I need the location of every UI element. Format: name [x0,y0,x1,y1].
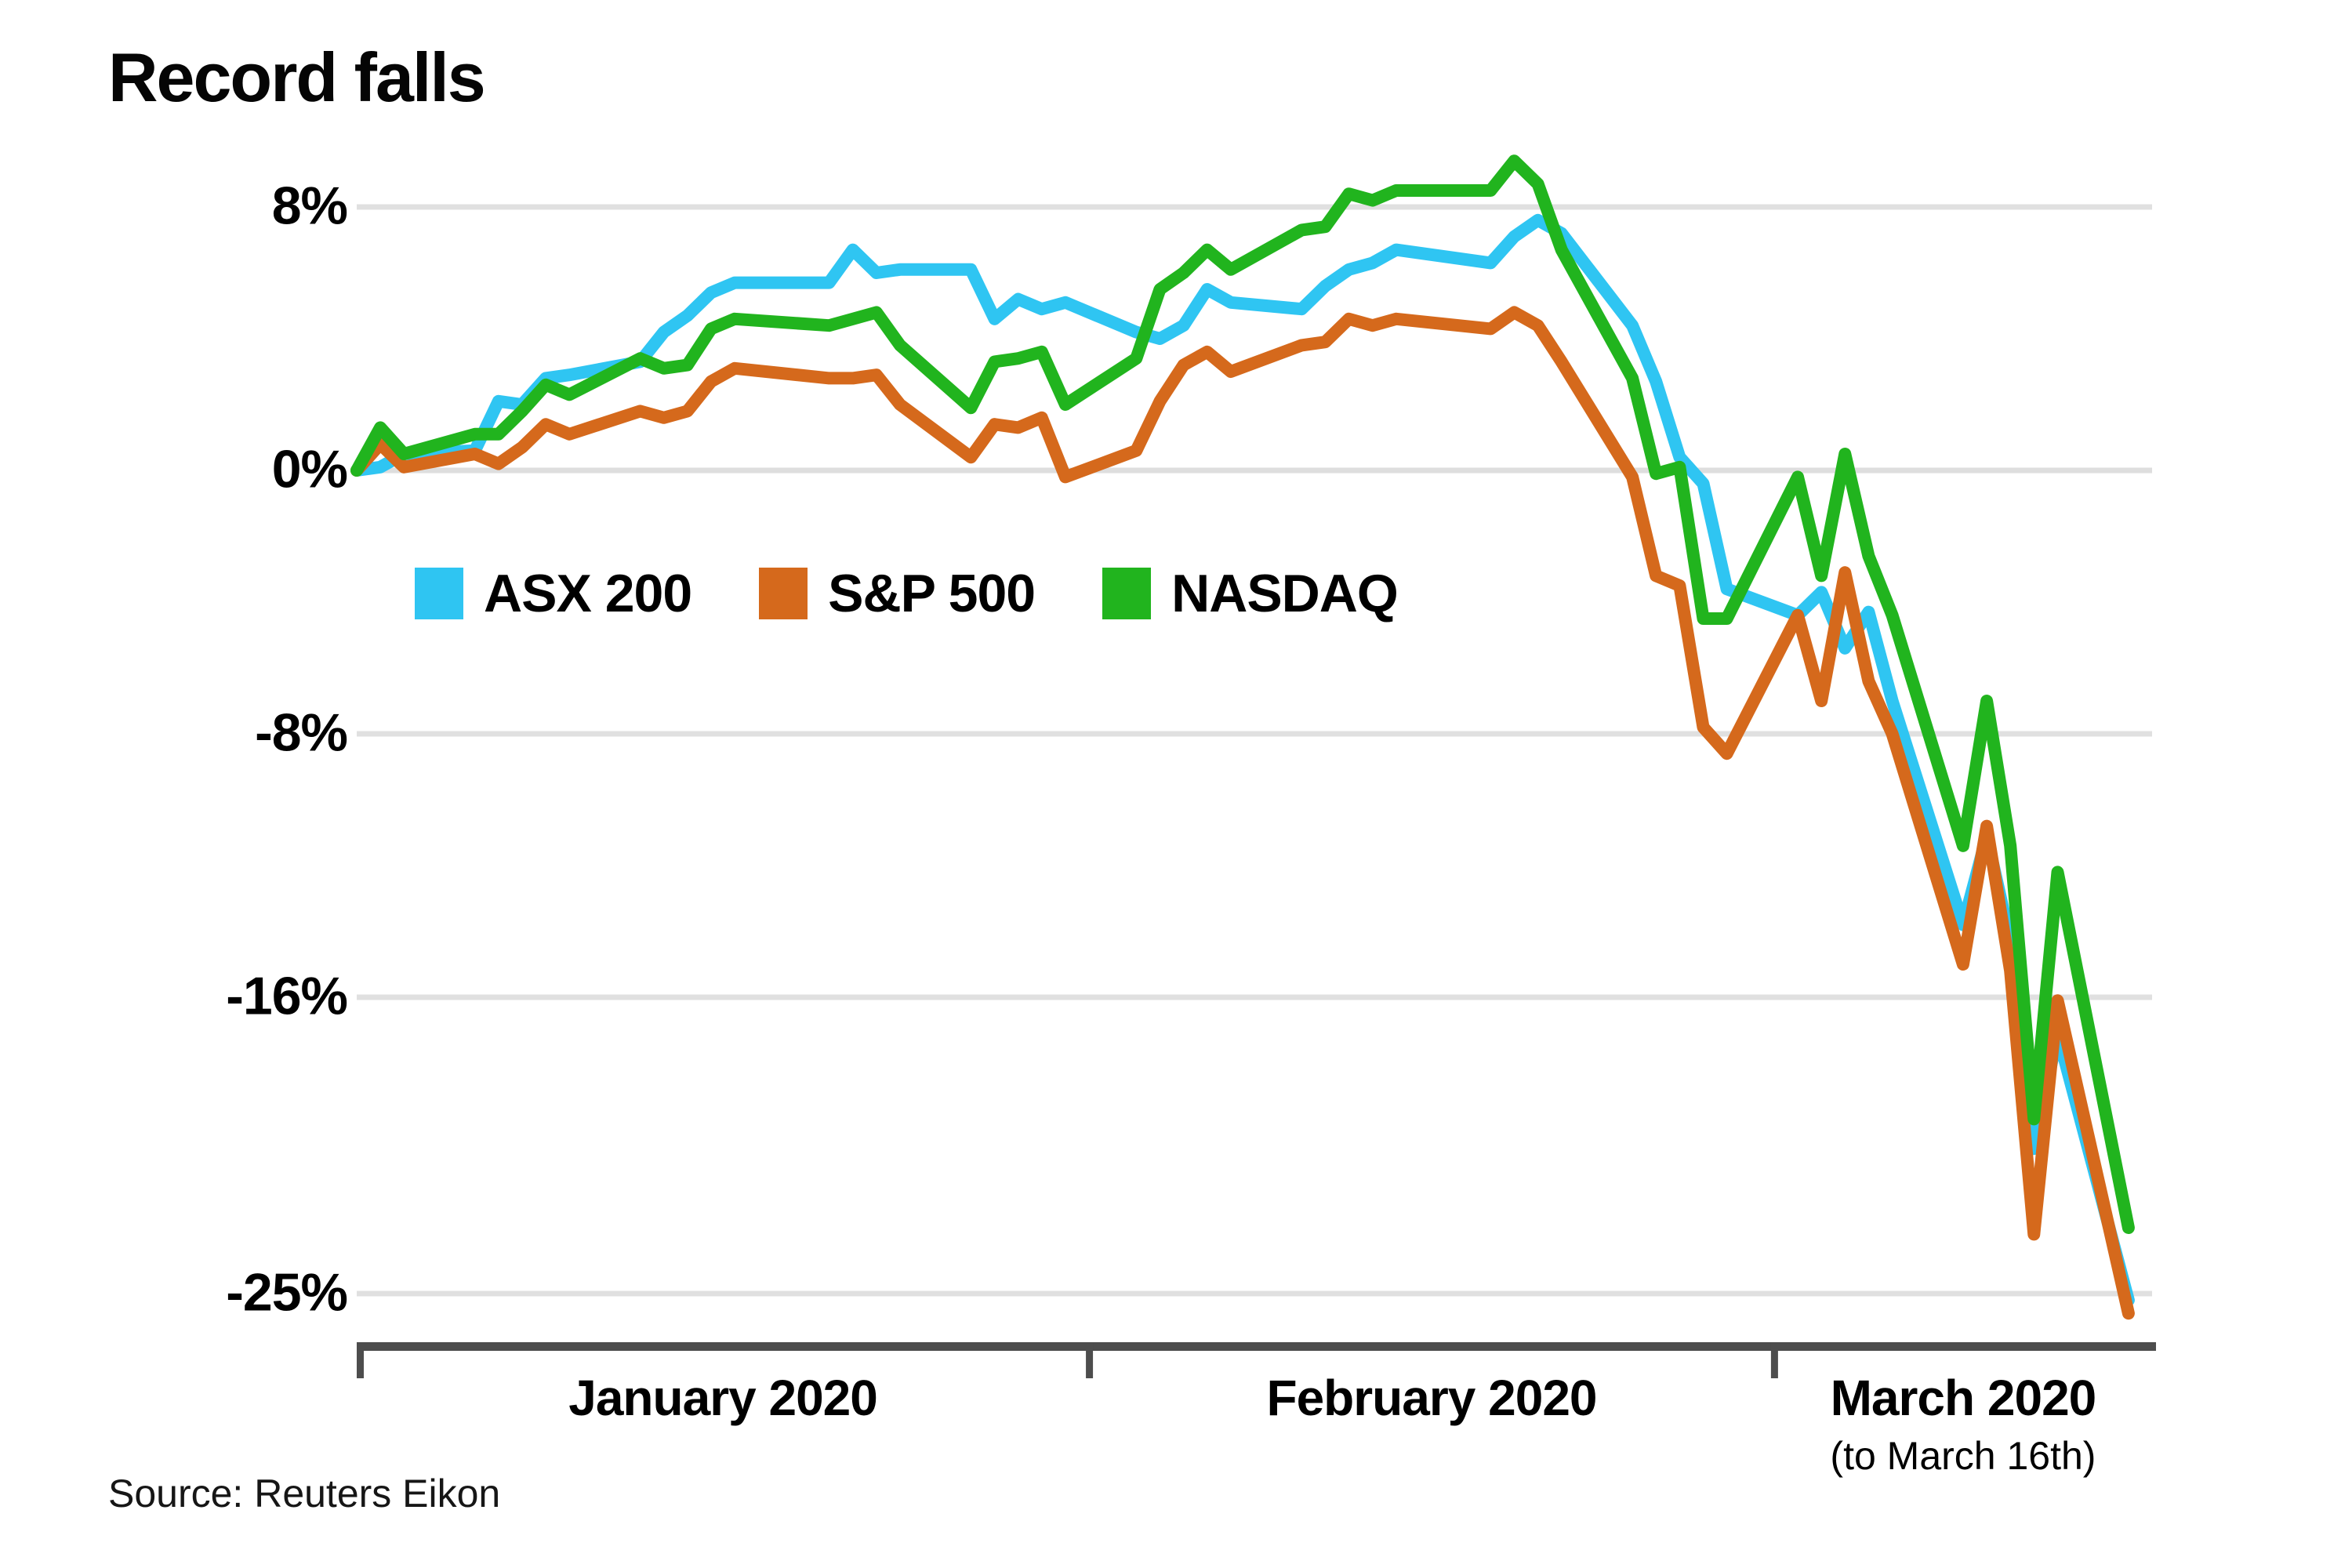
chart-legend: ASX 200 S&P 500 NASDAQ [415,563,1399,624]
source-note: Source: Reuters Eikon [108,1472,501,1515]
legend-label: ASX 200 [484,564,692,623]
series-line-nasdaq [350,154,2135,1234]
x-tick-label-february-2020: February 2020 [1266,1370,1597,1426]
y-tick-label--16%: -16% [226,966,348,1026]
chart-title: Record falls [108,38,486,116]
y-tick-label--8%: -8% [255,702,348,763]
x-axis-tick [1770,1342,1778,1378]
legend-swatch-icon [415,568,463,619]
x-tick-label-january-2020: January 2020 [568,1370,878,1426]
x-axis-bar [357,1342,2156,1351]
series-line-asx-200 [350,213,2135,1307]
legend-label: NASDAQ [1171,564,1399,623]
legend-label: S&P 500 [828,564,1036,623]
legend-item-nasdaq: NASDAQ [1102,563,1399,624]
x-axis-tick [357,1342,364,1378]
legend-swatch-icon [1102,568,1152,619]
y-tick-label-8%: 8% [271,176,348,236]
x-tick-label-march-2020: March 2020 [1830,1370,2097,1426]
legend-item-asx-200: ASX 200 [415,563,692,624]
legend-item-s-p-500: S&P 500 [759,563,1036,624]
x-tick-sublabel: (to March 16th) [1830,1434,2096,1478]
legend-swatch-icon [759,568,808,619]
y-tick-label-0%: 0% [271,439,348,499]
y-tick-label--25%: -25% [226,1262,348,1323]
series-line-s-p-500 [350,306,2135,1320]
x-axis-tick [1086,1342,1094,1378]
